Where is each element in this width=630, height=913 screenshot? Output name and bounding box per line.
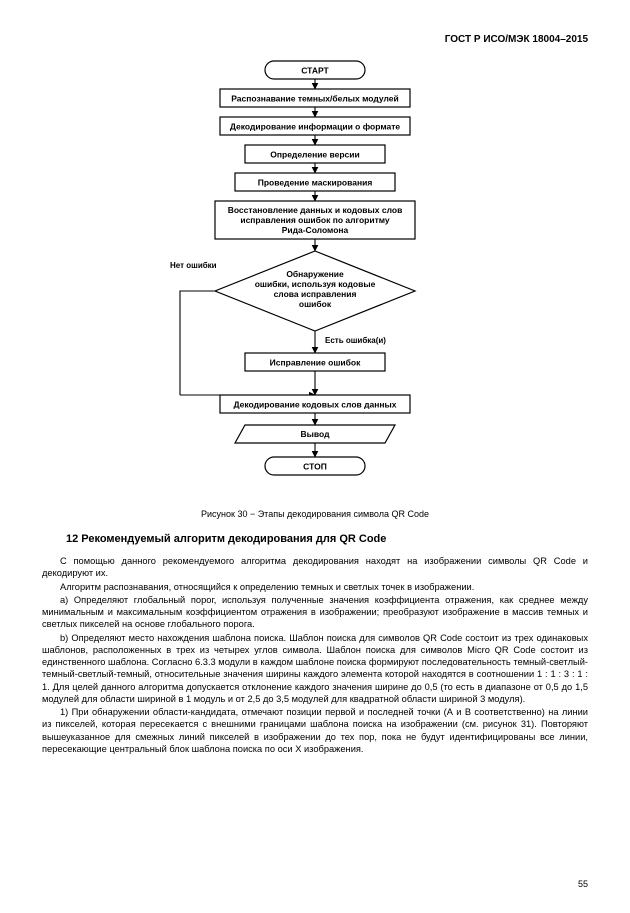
node-n5-line2: исправления ошибок по алгоритму [240,215,390,225]
node-n1-label: Распознавание темных/белых модулей [231,94,399,104]
node-n5-line1: Восстановление данных и кодовых слов [228,205,403,215]
node-start-label: СТАРТ [301,66,329,76]
node-dec-l1: Обнаружение [286,269,344,279]
para-5: 1) При обнаружении области-кандидата, от… [42,706,588,755]
node-n3-label: Определение версии [270,150,359,160]
flowchart: СТАРТ Распознавание темных/белых модулей… [105,59,525,499]
edge-no-label: Нет ошибки [170,261,217,270]
body-text: С помощью данного рекомендуемого алгорит… [42,555,588,755]
doc-id: ГОСТ Р ИСО/МЭК 18004–2015 [42,34,588,45]
para-1: С помощью данного рекомендуемого алгорит… [42,555,588,580]
para-4: b) Определяют место нахождения шаблона п… [42,632,588,706]
node-dec-l4: ошибок [299,299,332,309]
node-output-label: Вывод [301,429,331,439]
edge-no [180,291,215,395]
node-n6-label: Декодирование кодовых слов данных [234,400,397,410]
node-n5-line3: Рида-Соломона [282,225,349,235]
para-2: Алгоритм распознавания, относящийся к оп… [42,581,588,593]
page-number: 55 [578,879,588,889]
node-corr-label: Исправление ошибок [270,358,361,368]
node-stop-label: СТОП [303,462,327,472]
figure-caption: Рисунок 30 − Этапы декодирования символа… [42,509,588,519]
edge-yes-label: Есть ошибка(и) [325,336,386,345]
node-dec-l3: слова исправления [274,289,357,299]
node-n2-label: Декодирование информации о формате [230,122,401,132]
node-n4-label: Проведение маскирования [258,178,373,188]
section-heading: 12 Рекомендуемый алгоритм декодирования … [66,533,588,545]
para-3: а) Определяют глобальный порог, использу… [42,594,588,631]
node-dec-l2: ошибки, используя кодовые [255,279,376,289]
